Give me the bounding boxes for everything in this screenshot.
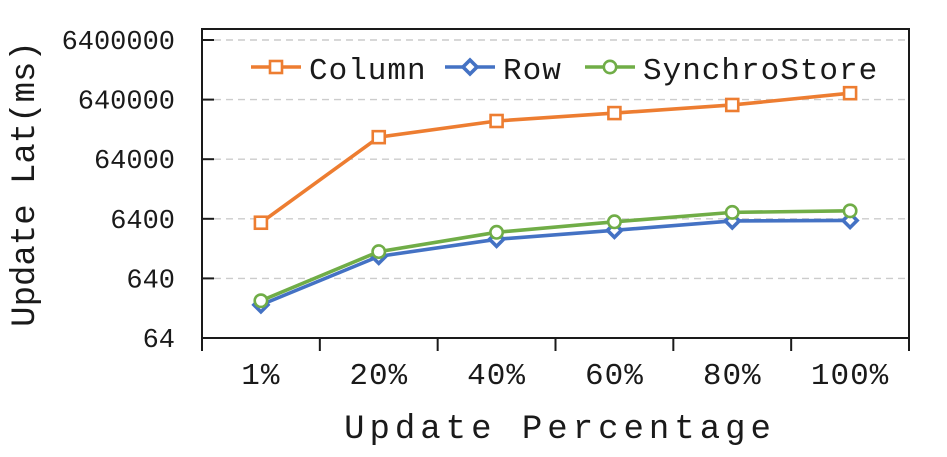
- data-point-synchrostore-60%: [606, 214, 622, 230]
- y-tick-label: 6400000: [62, 28, 175, 58]
- data-point-column-1%: [253, 215, 269, 231]
- legend-label-row: Row: [503, 54, 562, 89]
- data-point-synchrostore-80%: [724, 204, 740, 220]
- x-axis-title: Update Percentage: [344, 411, 776, 449]
- legend-item-row: Row: [445, 54, 562, 89]
- y-tick-label: 64: [143, 326, 175, 356]
- legend-label-column: Column: [309, 54, 427, 89]
- legend-label-synchrostore: SynchroStore: [643, 54, 878, 89]
- data-point-column-20%: [371, 129, 387, 145]
- y-tick-label: 640000: [78, 88, 175, 118]
- y-tick-label: 64000: [94, 147, 175, 177]
- data-point-column-100%: [842, 85, 858, 101]
- data-point-row-60%: [604, 220, 624, 240]
- legend: Column Row SynchroStore: [251, 54, 878, 89]
- series-synchrostore: [253, 203, 858, 309]
- x-tick-label: 80%: [703, 359, 762, 394]
- y-axis-title: Update Lat(ms): [7, 41, 45, 327]
- x-tick-label: 60%: [585, 359, 644, 394]
- series-column: [253, 85, 858, 231]
- legend-item-synchrostore: SynchroStore: [585, 54, 878, 89]
- data-point-synchrostore-1%: [253, 293, 269, 309]
- legend-item-column: Column: [251, 54, 427, 89]
- legend-marker-synchrostore-icon: [602, 59, 618, 75]
- data-point-column-60%: [607, 105, 622, 121]
- legend-marker-column-icon: [268, 59, 284, 75]
- data-point-column-40%: [489, 113, 504, 129]
- x-tick-label: 100%: [811, 359, 889, 394]
- plot-border: [201, 28, 910, 339]
- x-tick-label: 1%: [241, 359, 280, 394]
- y-tick-label: 6400: [110, 207, 175, 237]
- data-point-synchrostore-20%: [371, 244, 387, 260]
- data-point-synchrostore-100%: [842, 203, 858, 219]
- data-point-synchrostore-40%: [489, 224, 505, 240]
- data-point-column-80%: [724, 97, 740, 113]
- y-tick-label: 640: [126, 266, 175, 296]
- series-line-column: [259, 91, 852, 225]
- series-line-row: [259, 218, 852, 307]
- x-tick-label: 20%: [349, 359, 408, 394]
- legend-marker-row-icon: [460, 57, 480, 77]
- x-tick-label: 40%: [467, 359, 526, 394]
- series-line-synchrostore: [259, 209, 852, 303]
